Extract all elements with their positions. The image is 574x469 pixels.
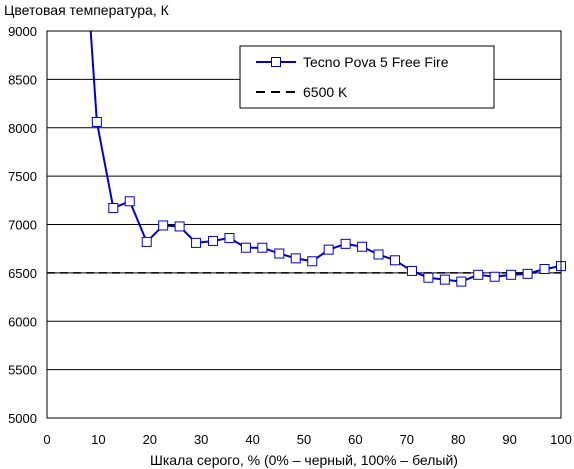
- y-tick-label: 6500: [8, 266, 37, 281]
- x-tick-label: 50: [297, 432, 311, 447]
- series-point: [506, 269, 517, 280]
- y-tick-label: 8500: [8, 72, 37, 87]
- series-point: [489, 271, 500, 282]
- series-point: [257, 242, 268, 253]
- x-tick-labels: 0 10 20 30 40 50 60 70 80 90 100: [43, 432, 571, 447]
- data-series: [47, 30, 566, 287]
- x-tick-label: 80: [451, 432, 465, 447]
- series-point: [208, 235, 219, 246]
- x-tick-label: 0: [43, 432, 50, 447]
- x-tick-label: 100: [550, 432, 572, 447]
- series-point: [406, 265, 417, 276]
- series-point: [473, 269, 484, 280]
- series-point: [158, 220, 169, 231]
- series-point: [373, 249, 384, 260]
- legend-label-series-1: Tecno Pova 5 Free Fire: [303, 54, 449, 70]
- y-tick-label: 7000: [8, 218, 37, 233]
- series-point: [357, 241, 368, 252]
- series-point: [456, 276, 467, 287]
- series-point: [389, 255, 400, 266]
- series-point: [91, 116, 102, 127]
- legend-label-series-2: 6500 K: [303, 84, 348, 100]
- series-point: [323, 244, 334, 255]
- series-point: [174, 221, 185, 232]
- series-point: [539, 264, 550, 275]
- series-point: [240, 242, 251, 253]
- x-tick-label: 10: [91, 432, 105, 447]
- y-tick-label: 5500: [8, 363, 37, 378]
- series-point: [439, 274, 450, 285]
- series-point: [307, 256, 318, 267]
- x-tick-label: 90: [502, 432, 516, 447]
- y-tick-label: 8000: [8, 121, 37, 136]
- y-axis-title: Цветовая температура, К: [4, 2, 170, 18]
- series-point: [340, 238, 351, 249]
- gridlines: [47, 78, 561, 371]
- x-tick-label: 30: [194, 432, 208, 447]
- series-point: [522, 268, 533, 279]
- y-tick-label: 9000: [8, 24, 37, 39]
- legend-box: [239, 45, 495, 109]
- x-tick-label: 60: [348, 432, 362, 447]
- y-tick-label: 5000: [8, 411, 37, 426]
- x-tick-label: 20: [143, 432, 157, 447]
- series-point: [124, 196, 135, 207]
- x-axis-title: Шкала серого, % (0% – черный, 100% – бел…: [150, 452, 458, 468]
- y-tick-label: 6000: [8, 314, 37, 329]
- series-point: [274, 248, 285, 259]
- series-point: [423, 272, 434, 283]
- x-tick-label: 70: [400, 432, 414, 447]
- series-point: [290, 253, 301, 264]
- y-tick-labels: 5000 5500 6000 6500 7000 7500 8000 8500 9000: [8, 24, 37, 426]
- legend: Tecno Pova 5 Free Fire 6500 K: [239, 45, 495, 109]
- series-point: [108, 203, 119, 214]
- x-tick-label: 40: [245, 432, 259, 447]
- series-point: [191, 237, 202, 248]
- y-tick-label: 7500: [8, 169, 37, 184]
- series-point: [141, 236, 152, 247]
- legend-marker-series-1: [271, 57, 281, 67]
- series-point: [224, 233, 235, 244]
- plot-frame: [46, 30, 562, 419]
